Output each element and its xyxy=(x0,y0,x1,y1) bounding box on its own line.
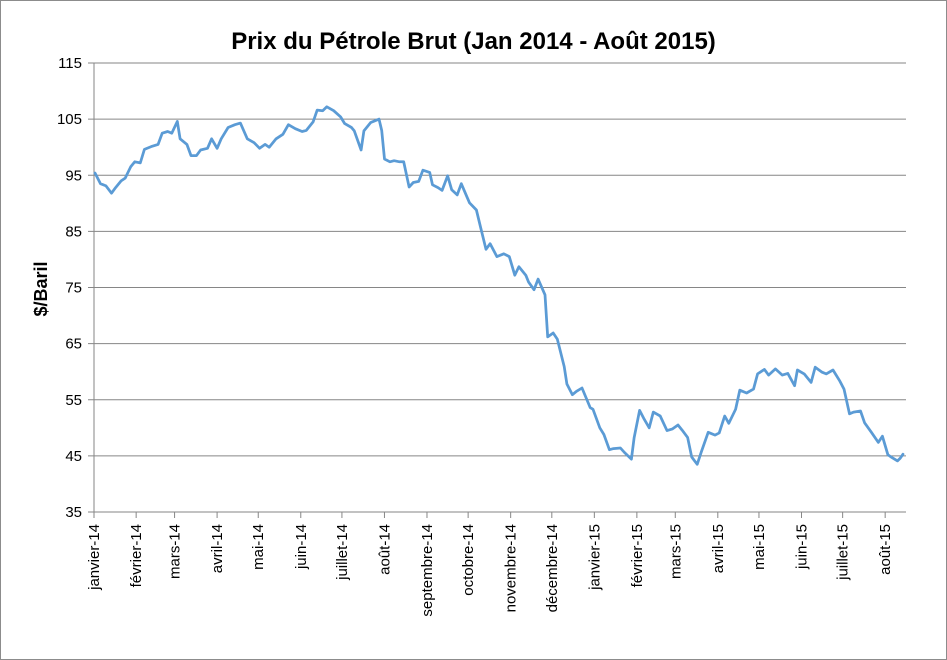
y-axis-ticks: 35 45 55 65 75 85 95 105 115 xyxy=(57,55,94,521)
x-tick-label: août-14 xyxy=(376,524,393,575)
y-tick-label: 65 xyxy=(65,336,82,353)
y-tick-label: 35 xyxy=(65,504,82,521)
y-tick-label: 95 xyxy=(65,167,82,184)
chart-title: Prix du Pétrole Brut (Jan 2014 - Août 20… xyxy=(231,28,716,55)
x-tick-label: avril-15 xyxy=(710,524,727,573)
x-tick-label: juin-14 xyxy=(293,524,310,570)
y-tick-label: 115 xyxy=(58,55,82,72)
x-tick-label: mars-14 xyxy=(167,524,184,579)
x-tick-label: octobre-14 xyxy=(460,524,477,596)
x-tick-label: septembre-14 xyxy=(419,524,436,617)
x-tick-label: juin-15 xyxy=(793,524,810,570)
x-tick-label: mars-15 xyxy=(667,524,684,579)
y-tick-label: 45 xyxy=(65,448,82,465)
series-layer xyxy=(93,105,905,466)
x-tick-label: juillet-14 xyxy=(334,524,351,581)
x-tick-label: juillet-15 xyxy=(835,524,852,581)
x-tick-label: janvier-14 xyxy=(86,524,103,591)
x-tick-label: mai-15 xyxy=(751,524,768,570)
y-tick-label: 55 xyxy=(65,392,82,409)
x-tick-label: novembre-14 xyxy=(503,524,520,612)
x-tick-label: février-14 xyxy=(128,524,145,587)
x-tick-label: avril-14 xyxy=(209,524,226,573)
y-tick-label: 75 xyxy=(65,280,82,297)
y-tick-label: 105 xyxy=(57,111,82,128)
y-axis-label: $/Baril xyxy=(31,261,51,316)
price-line xyxy=(93,105,905,466)
x-tick-label: décembre-14 xyxy=(544,524,561,612)
x-tick-label: janvier-15 xyxy=(586,524,603,591)
x-tick-label: mai-14 xyxy=(250,524,267,570)
gridlines xyxy=(94,62,906,457)
x-tick-label: février-15 xyxy=(629,524,646,587)
x-tick-label: août-15 xyxy=(877,524,894,575)
y-tick-label: 85 xyxy=(65,223,82,240)
x-axis: janvier-14 février-14 mars-14 avril-14 mai-1… xyxy=(86,63,906,617)
